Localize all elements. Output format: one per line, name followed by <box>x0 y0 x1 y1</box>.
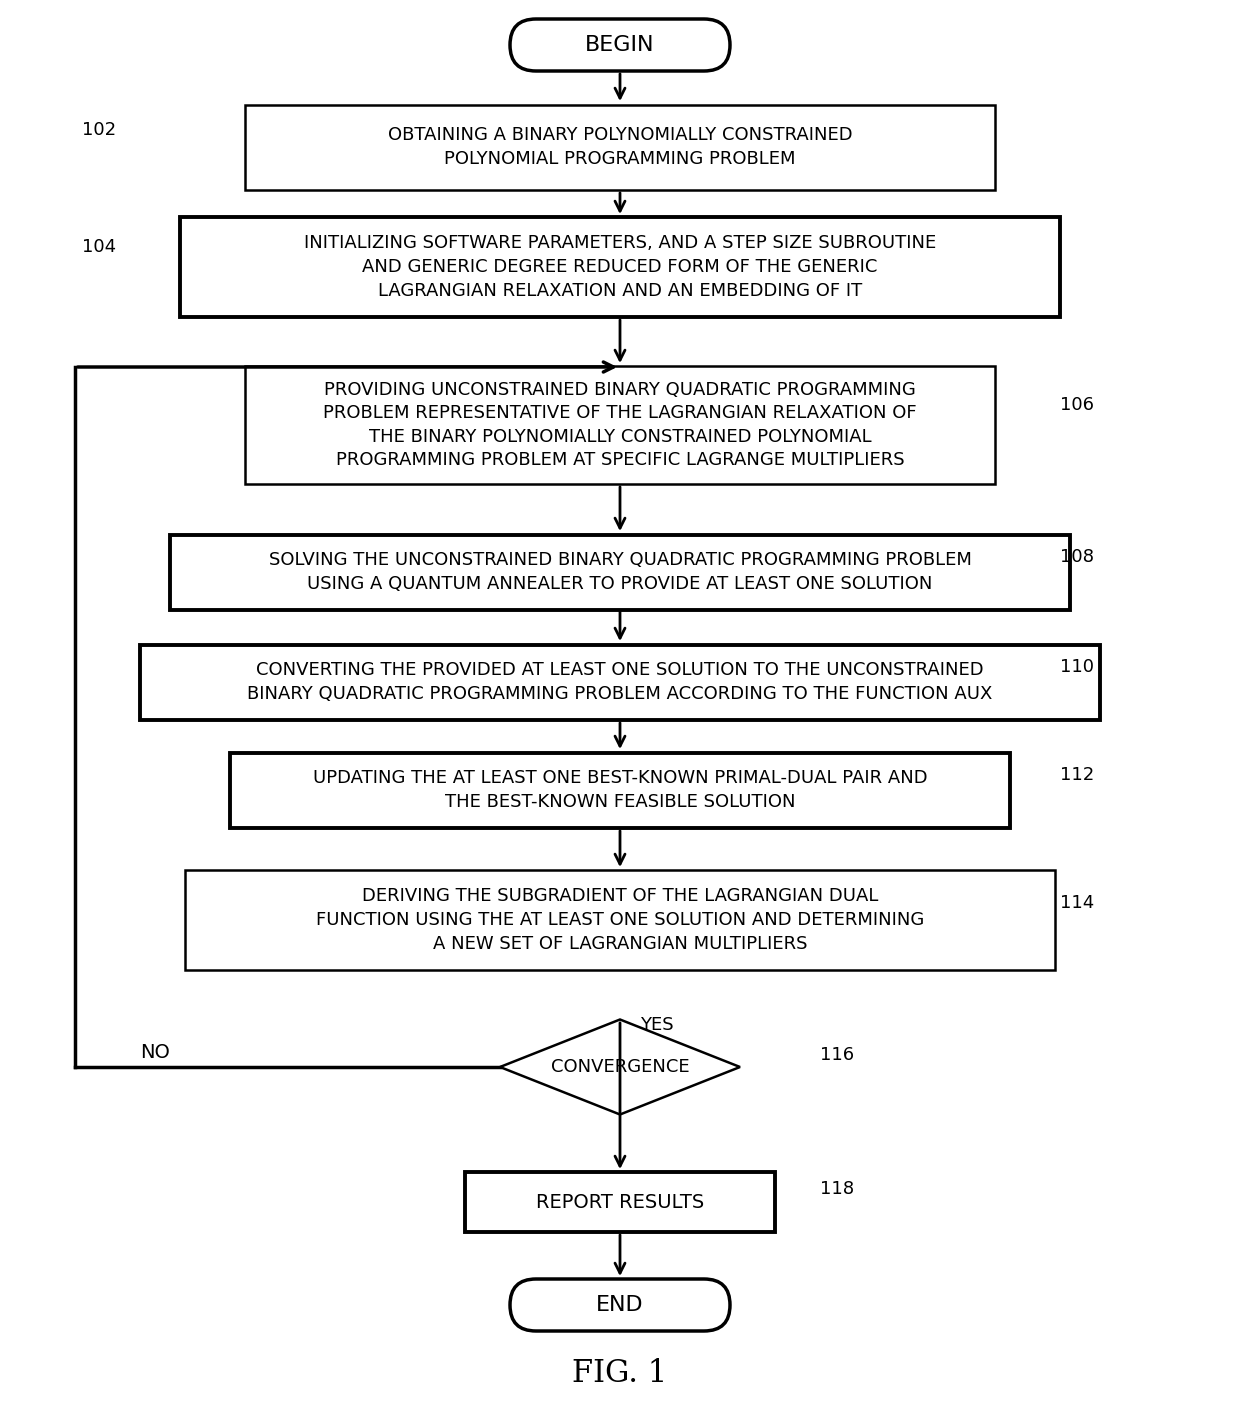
Text: 106: 106 <box>1060 396 1094 415</box>
Ellipse shape <box>523 1293 548 1317</box>
Bar <box>185 870 1055 971</box>
Text: BEGIN: BEGIN <box>585 35 655 55</box>
Text: UPDATING THE AT LEAST ONE BEST-KNOWN PRIMAL-DUAL PAIR AND
THE BEST-KNOWN FEASIBL: UPDATING THE AT LEAST ONE BEST-KNOWN PRI… <box>312 770 928 811</box>
Text: 102: 102 <box>82 122 117 139</box>
Text: CONVERTING THE PROVIDED AT LEAST ONE SOLUTION TO THE UNCONSTRAINED
BINARY QUADRA: CONVERTING THE PROVIDED AT LEAST ONE SOL… <box>247 661 993 703</box>
Bar <box>536 1279 704 1332</box>
Bar <box>536 18 704 71</box>
Bar <box>246 105 994 190</box>
Polygon shape <box>500 1019 740 1115</box>
Bar <box>246 366 994 484</box>
Bar <box>180 216 1060 317</box>
Text: PROVIDING UNCONSTRAINED BINARY QUADRATIC PROGRAMMING
PROBLEM REPRESENTATIVE OF T: PROVIDING UNCONSTRAINED BINARY QUADRATIC… <box>324 381 916 470</box>
Text: DERIVING THE SUBGRADIENT OF THE LAGRANGIAN DUAL
FUNCTION USING THE AT LEAST ONE : DERIVING THE SUBGRADIENT OF THE LAGRANGI… <box>316 887 924 952</box>
Text: FIG. 1: FIG. 1 <box>573 1357 667 1388</box>
Text: YES: YES <box>640 1016 673 1034</box>
Text: 118: 118 <box>820 1180 854 1199</box>
Text: INITIALIZING SOFTWARE PARAMETERS, AND A STEP SIZE SUBROUTINE
AND GENERIC DEGREE : INITIALIZING SOFTWARE PARAMETERS, AND A … <box>304 235 936 300</box>
Bar <box>229 753 1011 828</box>
Text: SOLVING THE UNCONSTRAINED BINARY QUADRATIC PROGRAMMING PROBLEM
USING A QUANTUM A: SOLVING THE UNCONSTRAINED BINARY QUADRAT… <box>269 552 971 593</box>
Text: 108: 108 <box>1060 548 1094 566</box>
Ellipse shape <box>692 33 717 58</box>
Text: END: END <box>596 1295 644 1315</box>
Bar <box>140 644 1100 719</box>
Text: REPORT RESULTS: REPORT RESULTS <box>536 1193 704 1211</box>
Text: 114: 114 <box>1060 894 1094 913</box>
Text: 112: 112 <box>1060 766 1094 784</box>
Text: 116: 116 <box>820 1046 854 1064</box>
Bar <box>170 535 1070 610</box>
Text: OBTAINING A BINARY POLYNOMIALLY CONSTRAINED
POLYNOMIAL PROGRAMMING PROBLEM: OBTAINING A BINARY POLYNOMIALLY CONSTRAI… <box>388 126 852 168</box>
Ellipse shape <box>523 33 548 58</box>
Text: 104: 104 <box>82 238 117 256</box>
Bar <box>465 1172 775 1232</box>
Text: CONVERGENCE: CONVERGENCE <box>551 1058 689 1075</box>
Ellipse shape <box>692 1293 717 1317</box>
Text: 110: 110 <box>1060 658 1094 676</box>
Text: NO: NO <box>140 1043 170 1061</box>
